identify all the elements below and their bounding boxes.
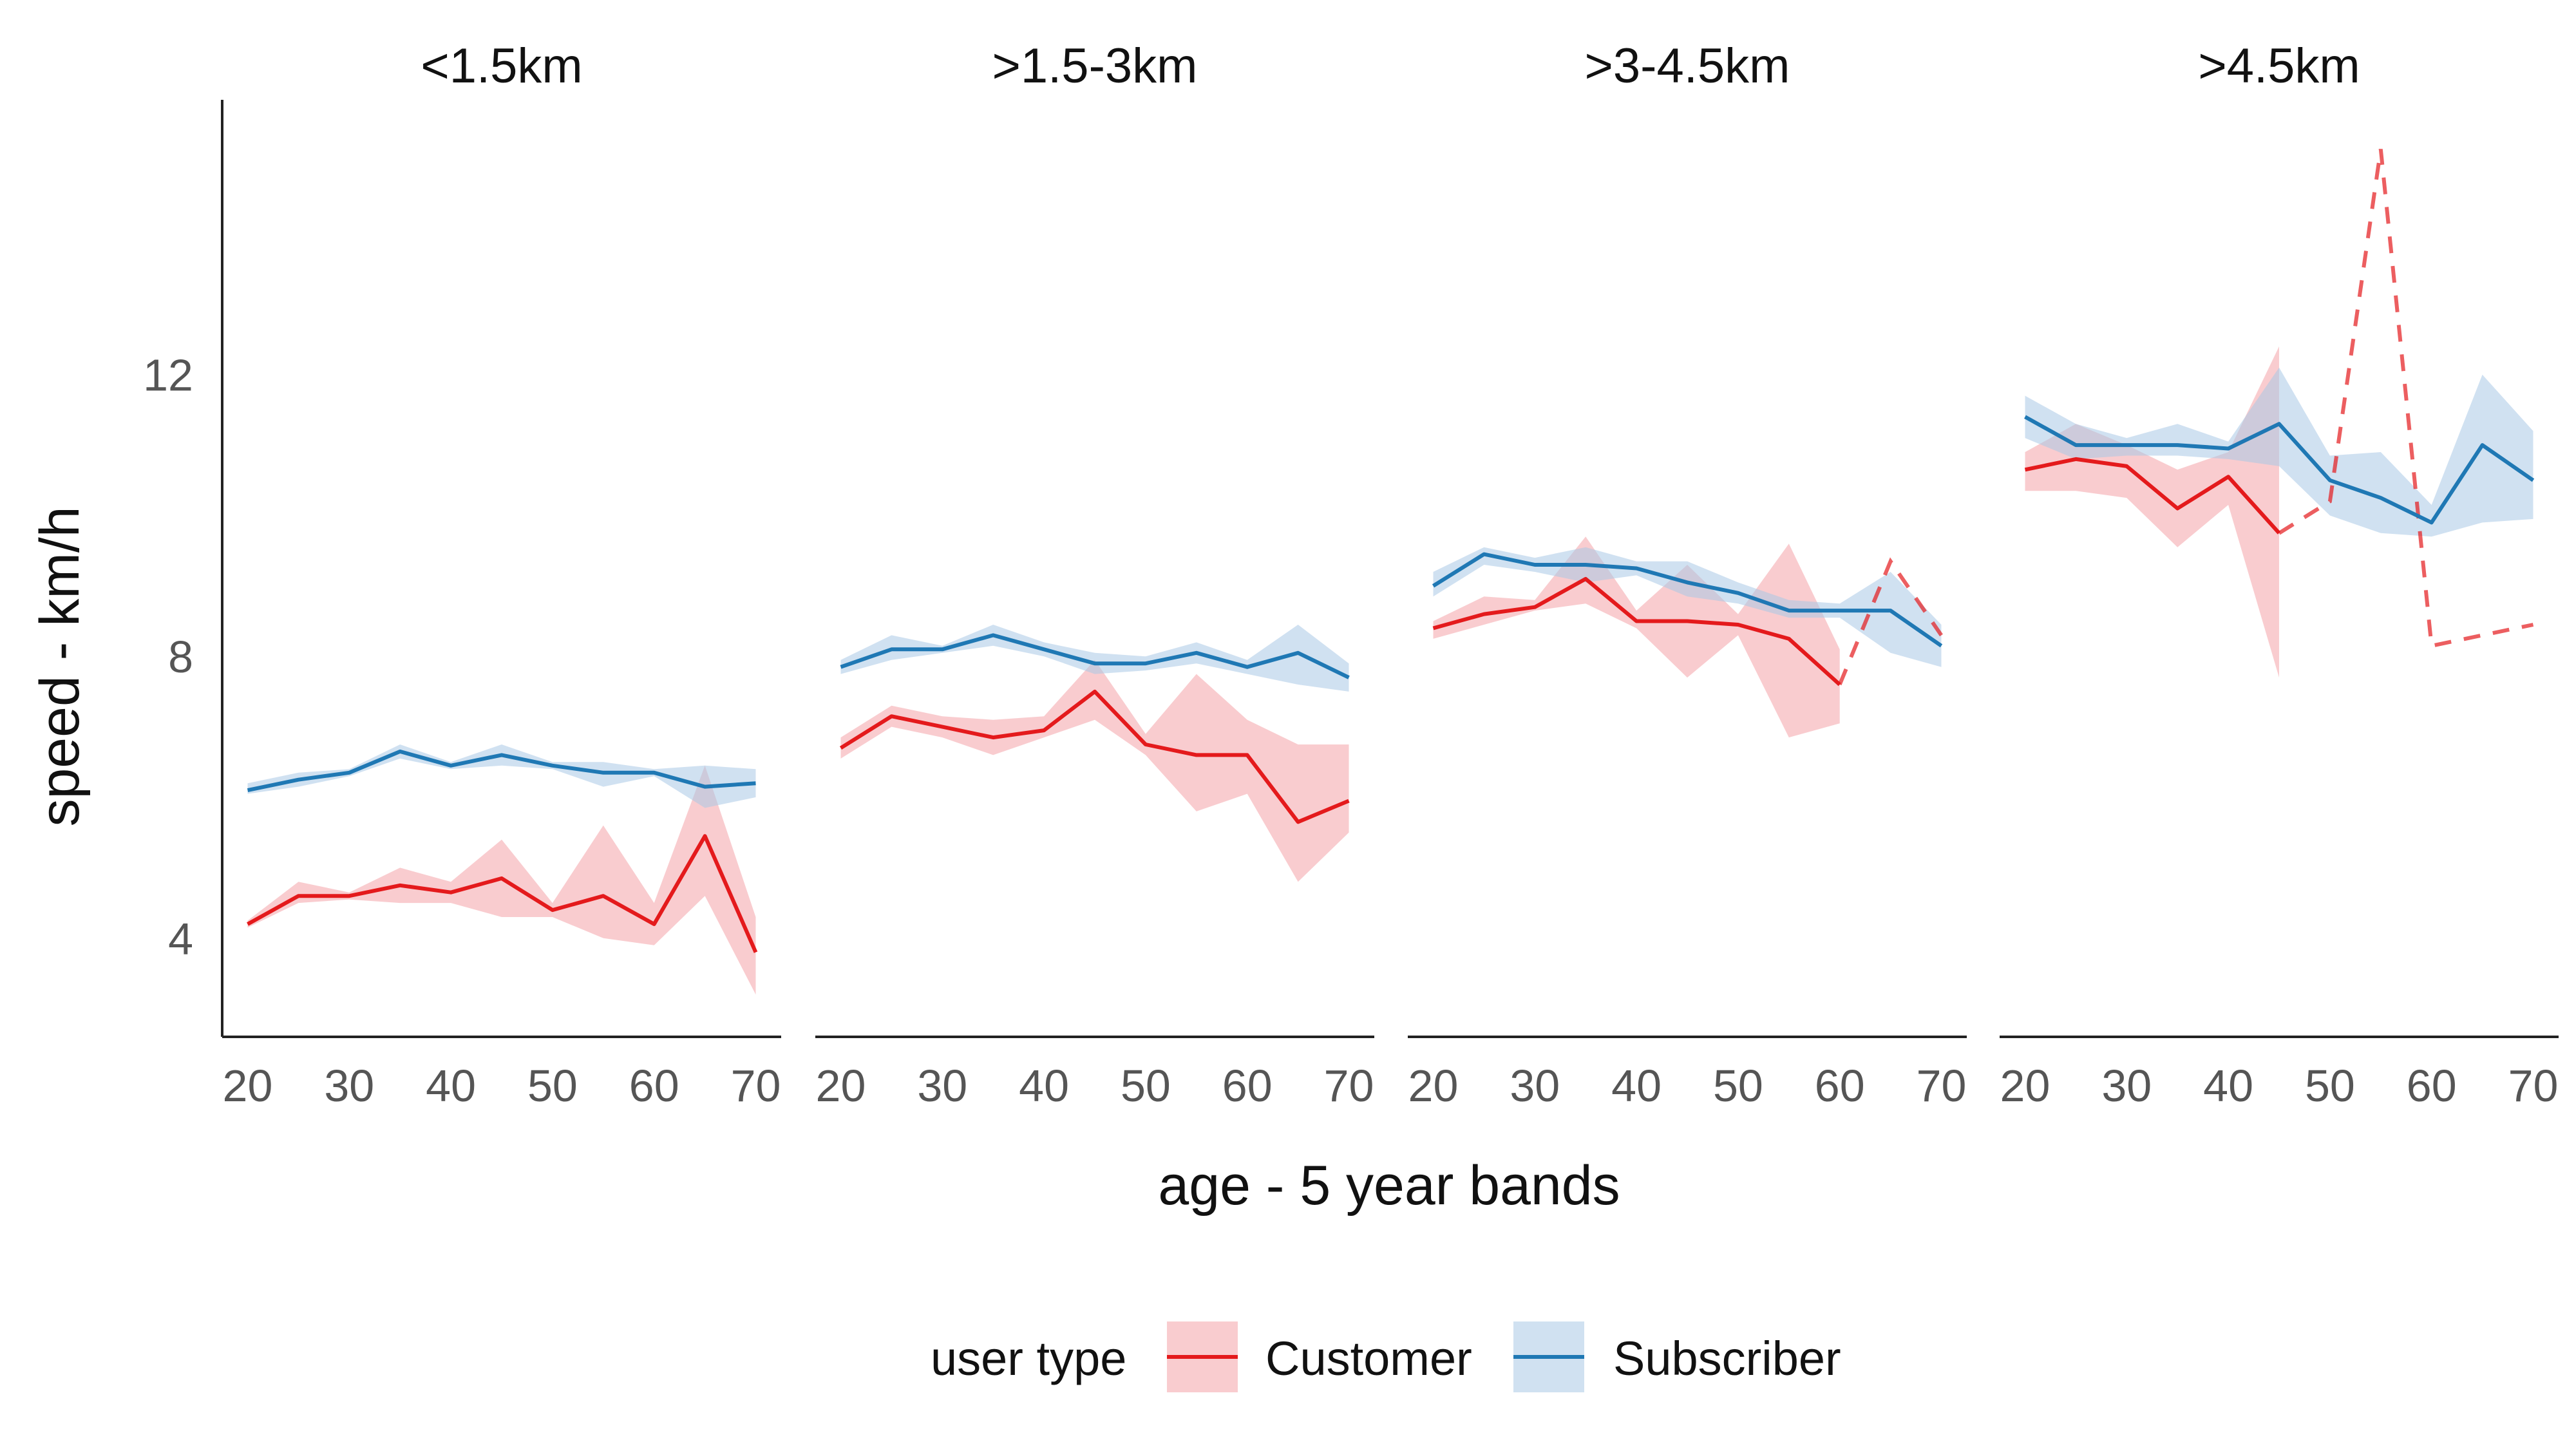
facet-4-x-tick-label-30: 30: [2101, 1061, 2152, 1111]
facet-2-subscriber-line: [840, 633, 1350, 679]
facet-2-customer-confidence-band: [840, 659, 1349, 882]
legend: user type Customer Subscriber: [931, 1321, 1841, 1392]
facet-2-x-tick-label-60: 60: [1222, 1061, 1273, 1111]
facet-4-x-tick-label-50: 50: [2305, 1061, 2355, 1111]
facet-4-customer-line: [2024, 457, 2281, 535]
facet-2-x-tick-label-70: 70: [1324, 1061, 1374, 1111]
legend-title: user type: [931, 1332, 1126, 1385]
facet-1-x-tick-label-20: 20: [223, 1061, 273, 1111]
legend-label-subscriber: Subscriber: [1613, 1332, 1841, 1385]
facet-3-subscriber-confidence-band: [1433, 547, 1942, 667]
facet-4-customer-confidence-band: [2025, 346, 2279, 678]
facet-4: >4.5km 20 30 40 50 60 70: [2000, 39, 2559, 1111]
facet-2: >1.5-3km 20 30 40 50 60 70: [815, 39, 1374, 1111]
y-tick-label-8: 8: [168, 632, 193, 682]
facet-4-x-tick-label-70: 70: [2508, 1061, 2559, 1111]
facet-2-x-tick-label-20: 20: [816, 1061, 866, 1111]
legend-label-customer: Customer: [1265, 1332, 1472, 1385]
facet-4-x-tick-label-60: 60: [2407, 1061, 2457, 1111]
facet-3-customer-line: [1432, 576, 1841, 687]
legend-key-customer: [1167, 1321, 1238, 1392]
y-tick-label-12: 12: [143, 350, 193, 401]
facet-1-x-tick-label-50: 50: [527, 1061, 578, 1111]
facet-4-customer-dashed-line: [2278, 149, 2534, 649]
facet-3-customer-dashed-line: [1837, 557, 1943, 686]
facet-1-title: <1.5km: [421, 39, 582, 93]
facet-3-x-tick-label-70: 70: [1917, 1061, 1967, 1111]
facet-2-x-tick-label-30: 30: [917, 1061, 967, 1111]
facet-4-subscriber-line: [2024, 415, 2535, 525]
facet-1-subscriber-line: [247, 749, 756, 793]
facet-4-title: >4.5km: [2198, 39, 2360, 93]
facet-2-customer-line: [839, 689, 1350, 824]
facet-1-x-tick-label-60: 60: [629, 1061, 679, 1111]
facet-4-subscriber-confidence-band: [2025, 367, 2533, 537]
facet-4-x-tick-label-40: 40: [2203, 1061, 2253, 1111]
facet-1-x-tick-label-70: 70: [731, 1061, 781, 1111]
facet-3-x-tick-label-50: 50: [1713, 1061, 1763, 1111]
legend-key-subscriber: [1513, 1321, 1584, 1392]
facet-3-subscriber-line: [1432, 552, 1943, 648]
facet-3-x-tick-label-60: 60: [1815, 1061, 1865, 1111]
facet-2-x-tick-label-50: 50: [1121, 1061, 1171, 1111]
facet-1-x-tick-label-30: 30: [324, 1061, 374, 1111]
facet-2-title: >1.5-3km: [992, 39, 1198, 93]
facet-3-x-tick-label-30: 30: [1510, 1061, 1560, 1111]
facet-2-x-tick-label-40: 40: [1019, 1061, 1069, 1111]
y-axis-title: speed - km/h: [29, 506, 91, 826]
y-tick-label-4: 4: [168, 914, 193, 964]
facet-3: >3-4.5km 20 30 40 50 60 70: [1408, 39, 1967, 1111]
facet-3-customer-confidence-band: [1433, 536, 1840, 738]
facet-1-x-tick-label-40: 40: [426, 1061, 476, 1111]
facet-3-x-tick-label-20: 20: [1408, 1061, 1459, 1111]
x-axis-title: age - 5 year bands: [1158, 1155, 1620, 1217]
facet-1: <1.5km 20 30 40 50 60 70: [222, 39, 781, 1111]
facet-3-x-tick-label-40: 40: [1611, 1061, 1662, 1111]
facet-panels: 4 8 12 <1.5km 20 30 40 50 60 70 >1.5-3km 20 30 40 50 60…: [143, 39, 2559, 1111]
facet-3-title: >3-4.5km: [1585, 39, 1790, 93]
facet-4-x-tick-label-20: 20: [2000, 1061, 2050, 1111]
facet-1-customer-line: [247, 834, 758, 953]
